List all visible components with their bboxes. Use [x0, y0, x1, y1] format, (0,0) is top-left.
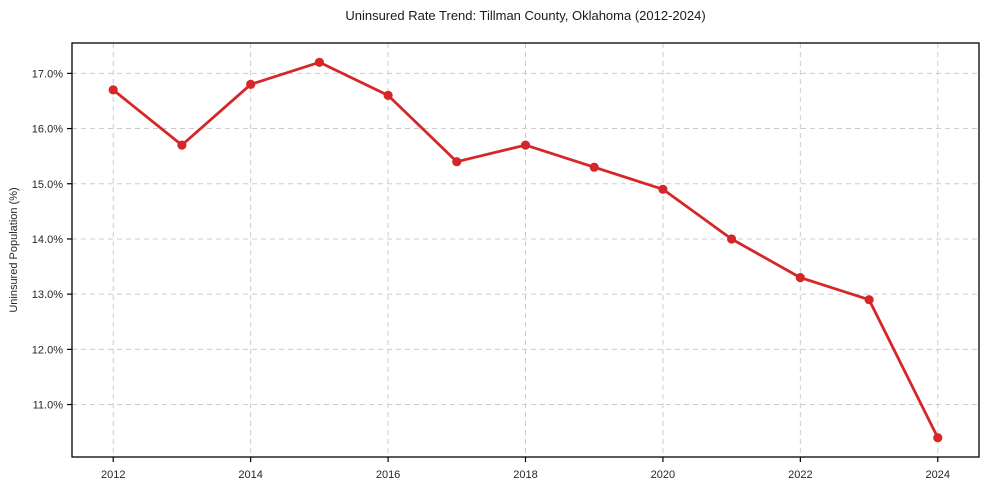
data-point-2018: [520, 140, 531, 150]
y-tick-label-17.0%: 17.0%: [32, 68, 63, 80]
data-point-2014: [246, 79, 256, 89]
y-tick-label-12.0%: 12.0%: [32, 344, 63, 356]
data-point-2023: [864, 295, 874, 305]
y-tick-label-15.0%: 15.0%: [32, 179, 63, 191]
data-point-2022: [795, 273, 805, 283]
data-point-2017: [452, 157, 462, 167]
x-tick-label-2018: 2018: [513, 469, 537, 481]
x-tick-label-2024: 2024: [926, 469, 950, 481]
data-point-2013: [177, 140, 187, 150]
tick-labels: 11.0% 12.0% 13.0% 14.0% 15.0% 16.0% 17.0% 2012 2…: [32, 68, 950, 481]
data-point-2015: [314, 57, 324, 67]
y-axis-label: Uninsured Population (%): [8, 187, 20, 313]
x-tick-label-2016: 2016: [376, 469, 400, 481]
x-tick-label-2014: 2014: [238, 469, 262, 481]
data-point-2012: [108, 85, 118, 95]
data-point-2024: [933, 433, 943, 443]
gridlines: [72, 43, 979, 457]
data-point-2016: [383, 90, 393, 100]
data-point-2021: [727, 234, 737, 244]
data-series: [108, 57, 943, 443]
x-tick-label-2020: 2020: [651, 469, 675, 481]
y-tick-label-14.0%: 14.0%: [32, 234, 63, 246]
y-tick-label-13.0%: 13.0%: [32, 289, 63, 301]
y-tick-label-11.0%: 11.0%: [33, 400, 64, 412]
data-point-2020: [658, 184, 668, 194]
data-point-2019: [589, 162, 599, 172]
axis-ticks: [67, 72, 939, 462]
x-tick-label-2012: 2012: [101, 469, 125, 481]
chart-title: Uninsured Rate Trend: Tillman County, Ok…: [345, 8, 706, 23]
x-tick-label-2022: 2022: [788, 469, 812, 481]
y-tick-label-16.0%: 16.0%: [32, 124, 63, 136]
